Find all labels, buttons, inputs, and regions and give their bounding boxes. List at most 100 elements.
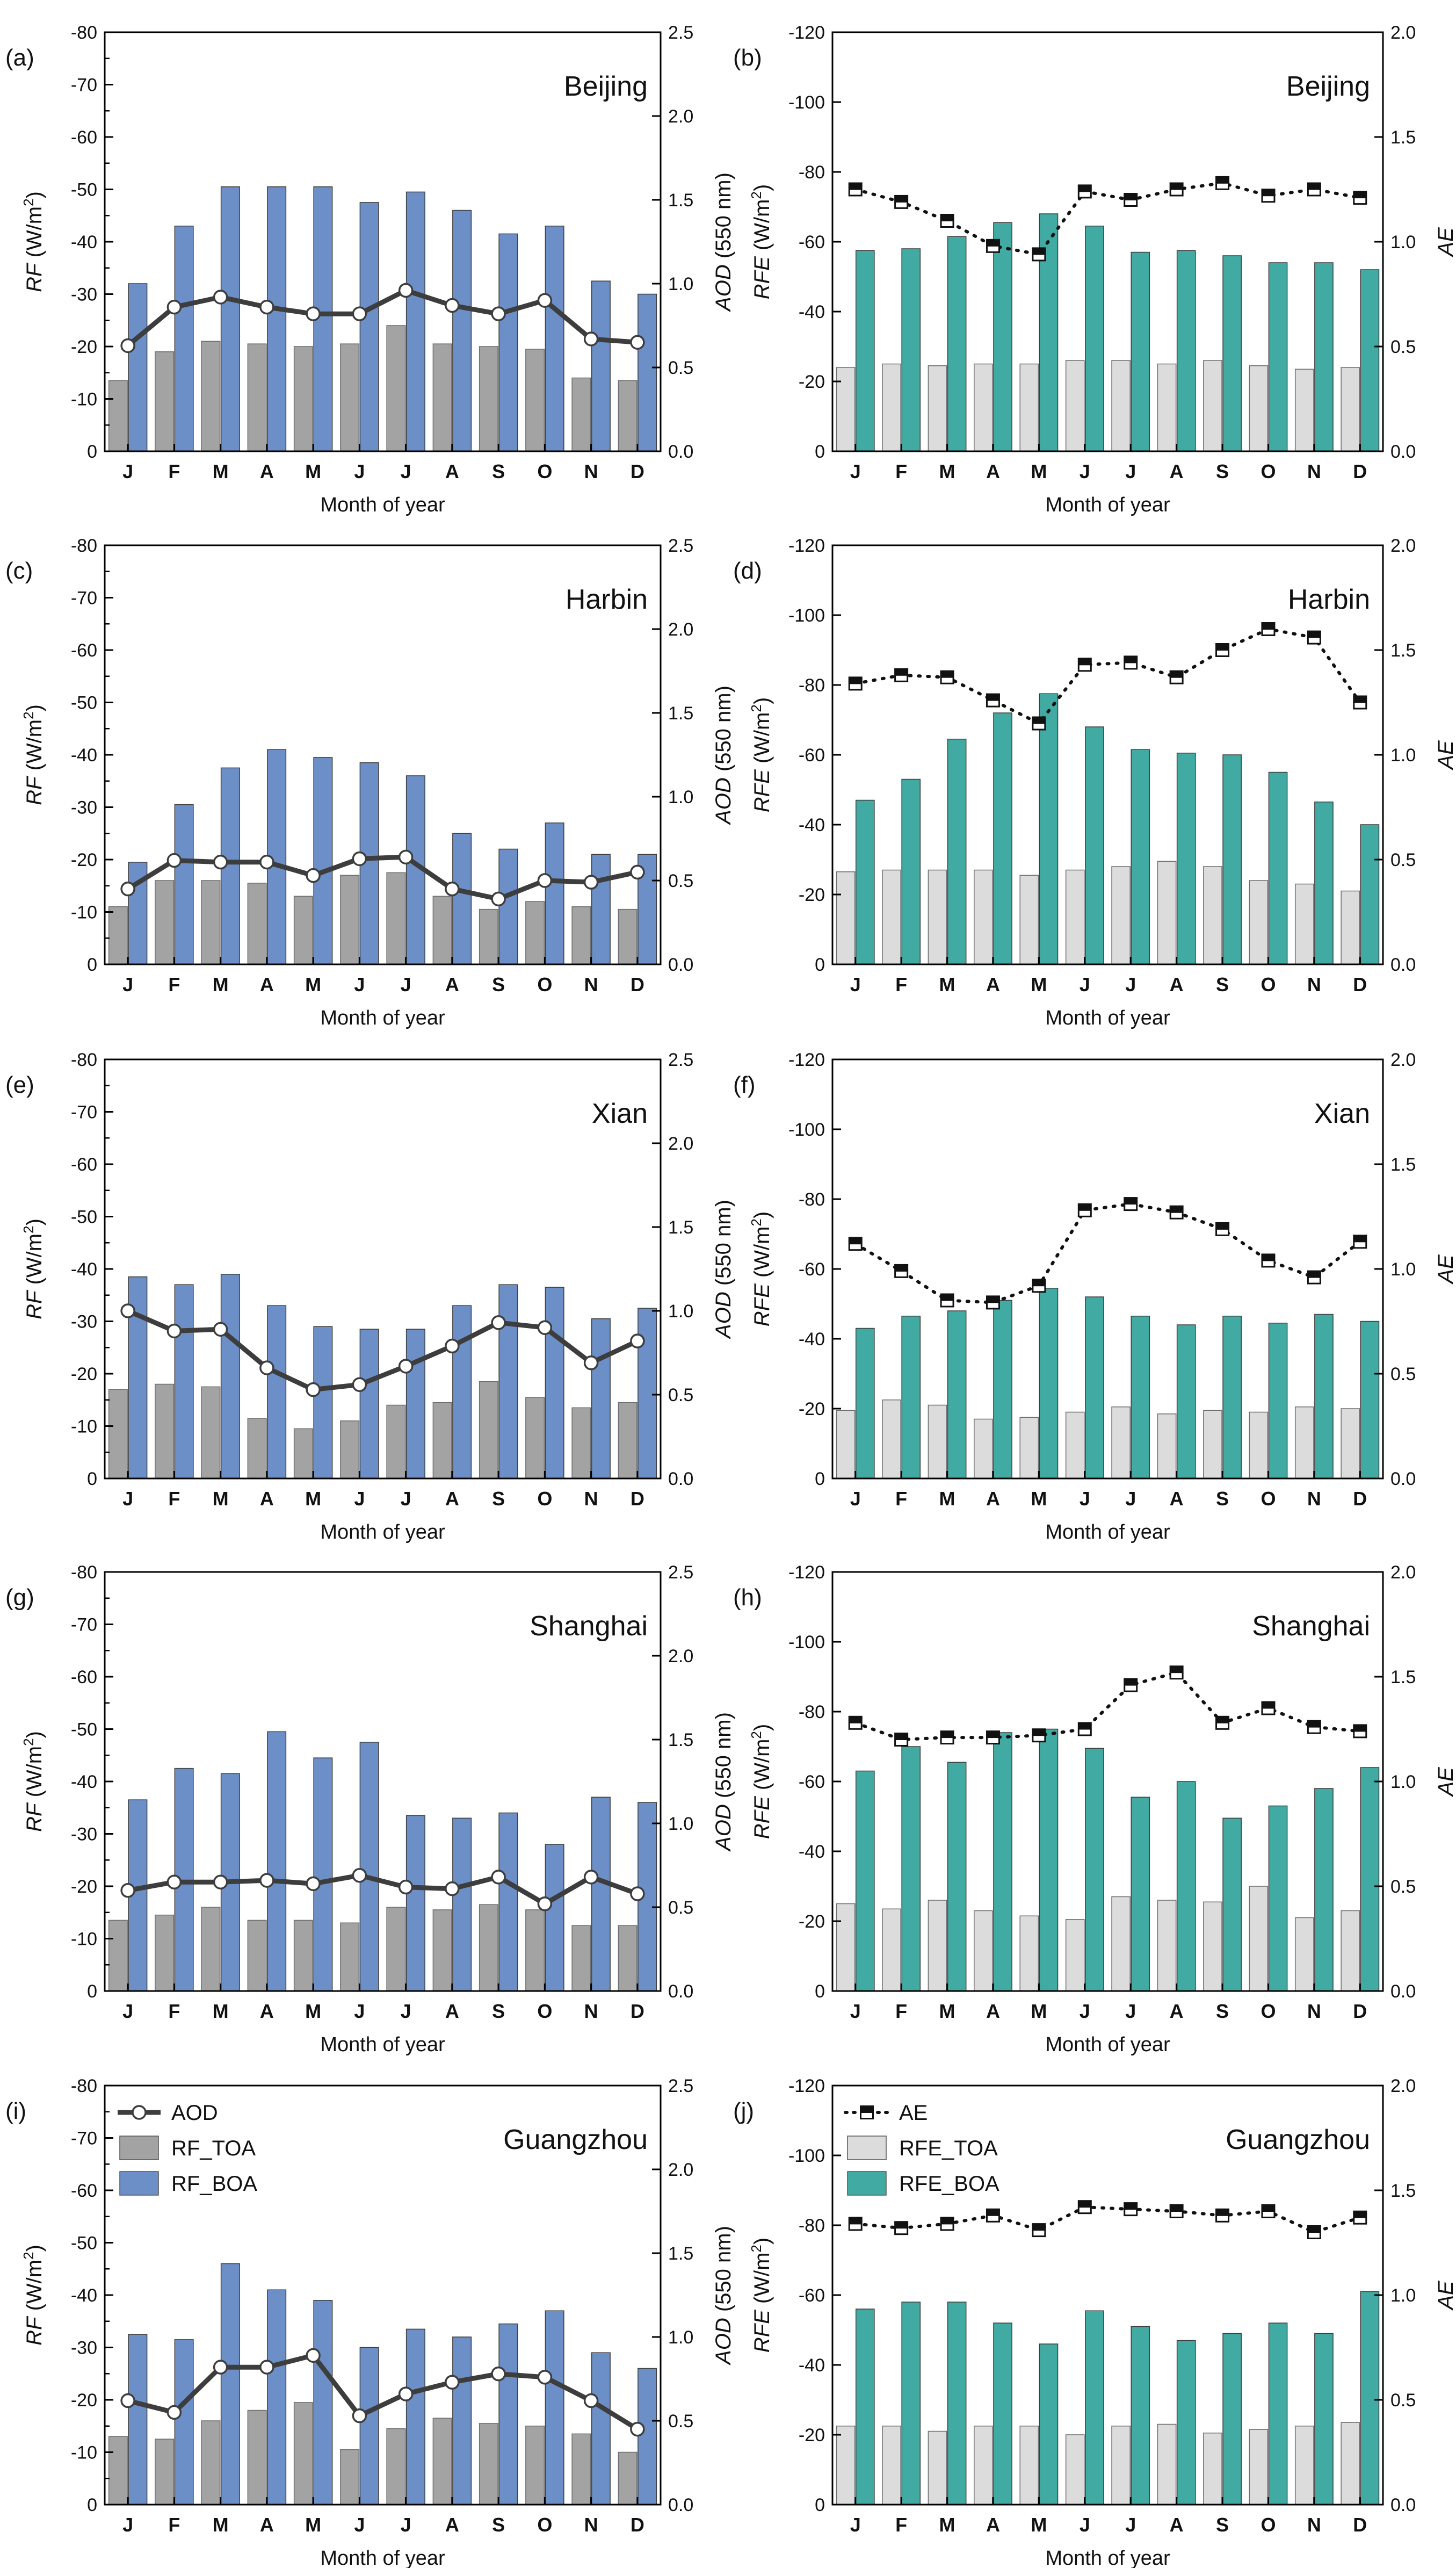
legend-label: AE [899, 2101, 928, 2125]
ae-point-fill [896, 1271, 907, 1276]
x-tick-label: M [939, 2514, 955, 2536]
bar-boa [1222, 2333, 1242, 2505]
x-tick-label: A [260, 973, 274, 996]
chart-panel-e: 0 -10 -20 -30 -40 -50 -60 -70 -80 0.0 0.5 1.0 1.5 2.0… [5, 1050, 735, 1543]
x-tick-label: A [1170, 973, 1184, 996]
x-tick-label: A [260, 460, 274, 482]
x-tick-label: F [168, 1488, 180, 1510]
y2-tick-label: 0.0 [1390, 442, 1416, 462]
bar-toa [928, 365, 947, 452]
y2-axis-title: AOD (550 nm) [712, 1200, 735, 1339]
bar-boa [359, 1329, 379, 1479]
bar-boa [220, 186, 240, 452]
x-axis-title: Month of year [320, 1007, 445, 1029]
ae-point-fill [987, 1303, 998, 1308]
bar-boa [993, 222, 1012, 452]
y2-tick-label: 0.0 [668, 1981, 693, 2002]
y2-tick-label: 0.0 [1390, 2495, 1416, 2515]
bar-toa [1294, 2426, 1314, 2505]
bar-toa [293, 896, 313, 965]
bar-boa [1039, 2343, 1059, 2505]
ae-point-fill [896, 675, 907, 681]
x-tick-label: F [895, 2000, 907, 2022]
aod-line [127, 2353, 639, 2432]
bar-toa [340, 875, 360, 965]
y-tick-label: -120 [788, 23, 825, 43]
bar-toa [836, 1410, 856, 1479]
bar-boa [545, 2310, 564, 2505]
y2-tick-label: 0.0 [1390, 1981, 1416, 2002]
y-tick-label: -80 [799, 1189, 825, 1210]
bar-boa [498, 1812, 518, 1992]
bar-boa [947, 739, 967, 965]
aod-point [630, 1886, 645, 1901]
x-tick-label: F [895, 1488, 907, 1510]
bar-boa [1360, 1321, 1380, 1479]
x-tick-label: N [584, 1488, 598, 1510]
ae-point-fill [1263, 630, 1274, 634]
x-tick-label: O [537, 2514, 552, 2536]
aod-point [583, 2393, 599, 2408]
x-tick-label: J [850, 973, 861, 996]
bar-toa [247, 1920, 267, 1992]
y-tick-label: 0 [87, 442, 97, 462]
bar-boa [1314, 262, 1334, 452]
x-tick-label: J [1080, 973, 1090, 996]
x-tick-label: J [401, 2000, 411, 2022]
bar-toa [525, 901, 545, 965]
bar-toa [1111, 360, 1131, 452]
x-tick-label: M [939, 2000, 955, 2022]
aod-point [491, 306, 506, 321]
bar-boa [174, 2339, 194, 2505]
bar-toa [525, 2426, 545, 2505]
legend-marker-ae-fill [861, 2113, 872, 2118]
y2-tick-label: 1.0 [668, 1814, 693, 1834]
aod-point [398, 2386, 414, 2401]
ae-point-fill [1125, 663, 1136, 668]
bar-toa [974, 2426, 993, 2505]
y-axis-title: RF (W/m2) [20, 704, 46, 805]
aod-point [120, 2393, 135, 2408]
x-tick-label: J [1080, 2514, 1090, 2536]
bar-boa [1314, 1788, 1334, 1992]
x-tick-label: M [305, 2514, 321, 2536]
bar-boa [901, 2302, 921, 2505]
bar-toa [386, 872, 406, 965]
y2-tick-label: 2.5 [668, 23, 693, 43]
bar-toa [479, 346, 498, 452]
y2-tick-label: 1.0 [1390, 2285, 1416, 2306]
aod-line [126, 854, 638, 901]
aod-point [352, 306, 367, 321]
y-tick-label: -80 [799, 162, 825, 183]
y-tick-label: -80 [71, 536, 97, 556]
y2-tick-label: 0.0 [1390, 955, 1416, 975]
bar-toa [201, 880, 221, 965]
x-tick-label: J [850, 460, 861, 482]
bar-toa [882, 1400, 901, 1479]
x-tick-label: J [850, 2514, 861, 2536]
ae-point-fill [1125, 1685, 1136, 1691]
bar-toa [340, 2449, 360, 2505]
bar-boa [1085, 226, 1104, 452]
aod-point [630, 2421, 645, 2437]
bar-toa [293, 1428, 313, 1479]
y-axis-title: RFE (W/m2) [748, 2238, 774, 2353]
x-tick-label: J [850, 1488, 861, 1510]
bar-boa [591, 2352, 611, 2505]
x-tick-label: M [1031, 973, 1047, 996]
ae-point-fill [850, 190, 861, 195]
x-tick-label: M [1031, 2514, 1047, 2536]
bar-toa [1111, 1406, 1131, 1479]
x-tick-label: A [986, 973, 1000, 996]
x-tick-label: M [1031, 460, 1047, 482]
y-tick-label: -50 [71, 1720, 97, 1740]
y2-tick-label: 2.0 [1390, 1050, 1416, 1070]
x-tick-label: J [1080, 2000, 1090, 2022]
bar-toa [247, 883, 267, 965]
y2-tick-label: 0.0 [668, 2495, 693, 2515]
aod-point [259, 1360, 274, 1375]
bar-boa [855, 250, 875, 452]
city-label: Beijing [1286, 71, 1370, 102]
y-tick-label: -30 [71, 1312, 97, 1332]
x-tick-label: J [122, 1488, 133, 1510]
